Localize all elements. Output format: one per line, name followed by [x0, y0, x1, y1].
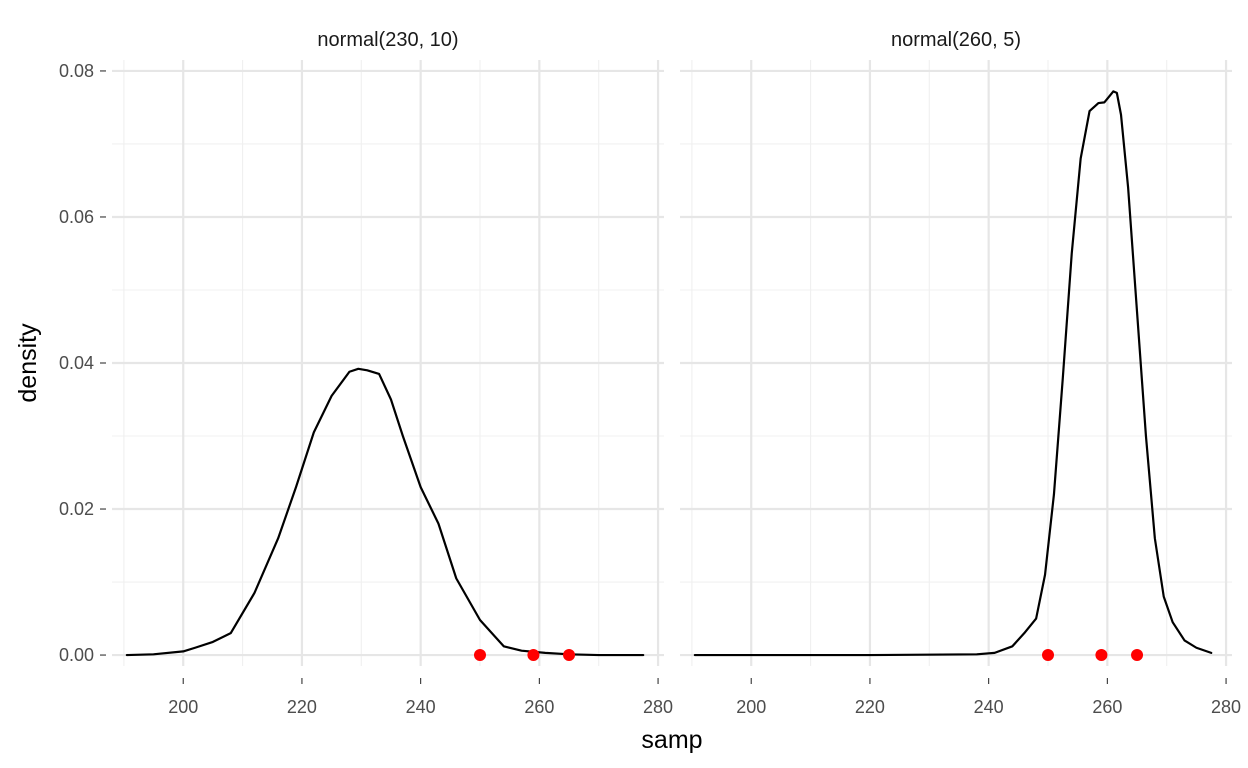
x-tick-label: 220: [287, 697, 317, 717]
data-point: [1042, 649, 1054, 662]
density-curve: [125, 367, 645, 657]
y-tick-label: 0.00: [59, 645, 94, 665]
x-tick-label: 220: [855, 697, 885, 717]
data-point: [474, 649, 486, 662]
y-tick-label: 0.08: [59, 61, 94, 81]
facet-title: normal(230, 10): [317, 29, 458, 51]
data-point: [563, 649, 576, 662]
data-point: [1095, 649, 1108, 662]
y-axis-title: density: [14, 323, 42, 403]
y-axis: 0.00 0.02 0.04 0.06 0.08: [59, 61, 106, 665]
x-axis-title: samp: [641, 726, 702, 754]
x-tick-label: 240: [974, 697, 1004, 717]
facet-panel-left: 200 220 240 260 280 normal(230, 10): [112, 29, 673, 717]
x-tick-label: 260: [524, 697, 554, 717]
facet-panel-right: 200 220 240 260 280 normal(260, 5): [680, 29, 1241, 717]
x-tick-label: 260: [1092, 697, 1122, 717]
data-point: [527, 649, 540, 662]
data-point: [1131, 649, 1144, 662]
x-tick-label: 280: [1211, 697, 1241, 717]
density-curve: [693, 90, 1213, 657]
y-tick-label: 0.04: [59, 353, 94, 373]
x-tick-label: 280: [643, 697, 673, 717]
x-tick-label: 200: [168, 697, 198, 717]
y-tick-label: 0.06: [59, 207, 94, 227]
x-tick-label: 200: [736, 697, 766, 717]
facet-title: normal(260, 5): [891, 29, 1021, 51]
x-tick-label: 240: [406, 697, 436, 717]
y-tick-label: 0.02: [59, 499, 94, 519]
